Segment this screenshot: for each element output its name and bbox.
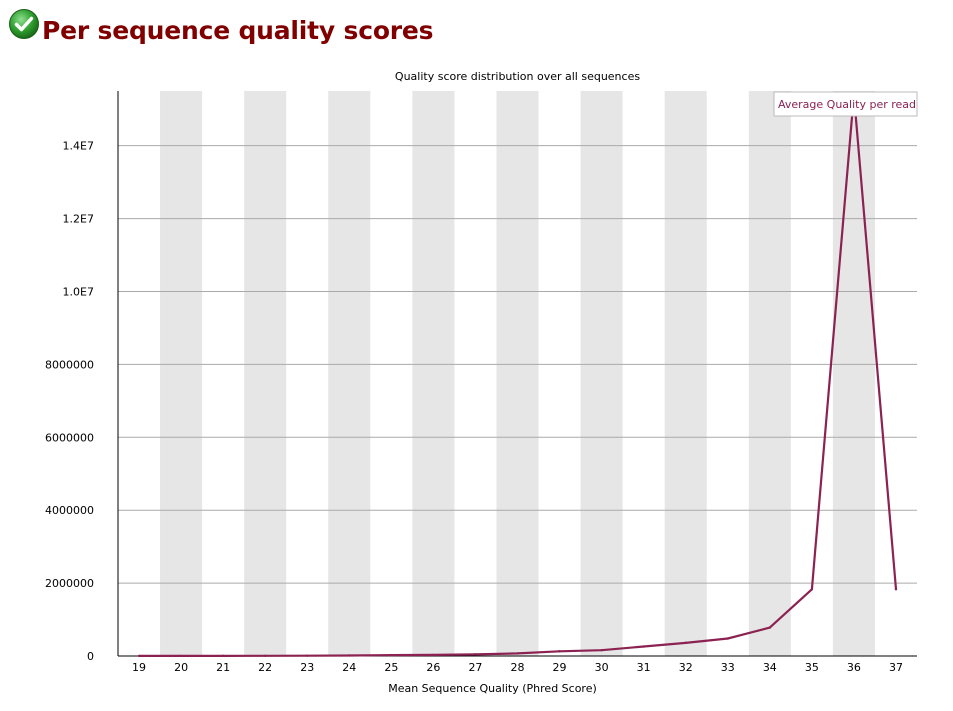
x-tick-label: 26: [426, 661, 440, 674]
y-tick-label: 1.0E7: [63, 285, 94, 298]
data-point: [894, 588, 898, 591]
data-point: [432, 653, 435, 657]
data-point: [348, 654, 351, 657]
data-point: [684, 641, 687, 645]
y-tick-label: 4000000: [45, 504, 94, 517]
background-band: [748, 91, 791, 656]
data-point: [726, 637, 729, 640]
x-tick-label: 36: [847, 661, 861, 674]
background-band: [832, 91, 875, 656]
x-tick-label: 33: [721, 661, 735, 674]
y-tick-label: 1.2E7: [63, 213, 94, 226]
background-band: [160, 91, 203, 656]
check-circle-icon: [9, 9, 39, 39]
x-tick-label: 31: [637, 661, 651, 674]
background-band: [664, 91, 707, 656]
y-tick-label: 8000000: [45, 358, 94, 371]
x-tick-label: 37: [889, 661, 903, 674]
legend-box: [773, 91, 918, 117]
data-point: [600, 648, 603, 652]
x-tick-label: 25: [384, 661, 398, 674]
x-tick-label: 29: [553, 661, 567, 674]
x-tick-label: 27: [468, 661, 482, 674]
x-tick-label: 21: [216, 661, 230, 674]
data-point: [768, 626, 772, 629]
background-band: [580, 91, 623, 656]
y-tick-label: 6000000: [45, 431, 94, 444]
y-tick-label: 2000000: [45, 577, 94, 590]
data-point: [306, 654, 309, 657]
data-point: [263, 654, 267, 657]
data-point: [516, 652, 519, 655]
background-band: [412, 91, 455, 656]
header: Per sequence quality scores: [8, 8, 434, 48]
background-band: [244, 91, 287, 656]
legend-entry: Average Quality per read: [778, 98, 916, 111]
y-tick-label: 0: [87, 650, 94, 663]
x-tick-label: 19: [132, 661, 146, 674]
data-point: [221, 654, 225, 658]
x-tick-label: 22: [258, 661, 272, 674]
data-point: [179, 654, 183, 658]
data-point: [642, 645, 645, 648]
x-tick-label: 35: [805, 661, 819, 674]
x-tick-label: 23: [300, 661, 314, 674]
x-tick-label: 28: [511, 661, 525, 674]
data-point: [810, 588, 814, 591]
x-tick-label: 34: [763, 661, 777, 674]
background-band: [496, 91, 539, 656]
x-axis-label: Mean Sequence Quality (Phred Score): [388, 682, 597, 695]
x-tick-label: 24: [342, 661, 356, 674]
x-tick-label: 30: [595, 661, 609, 674]
y-tick-label: 1.4E7: [63, 140, 94, 153]
data-point: [558, 650, 561, 653]
page-title: Per sequence quality scores: [42, 16, 434, 45]
data-point: [137, 654, 141, 658]
data-point: [474, 653, 477, 656]
x-tick-label: 32: [679, 661, 693, 674]
background-band: [328, 91, 371, 656]
x-tick-label: 20: [174, 661, 188, 674]
chart-title: Quality score distribution over all sequ…: [395, 70, 640, 83]
data-point: [390, 653, 393, 657]
